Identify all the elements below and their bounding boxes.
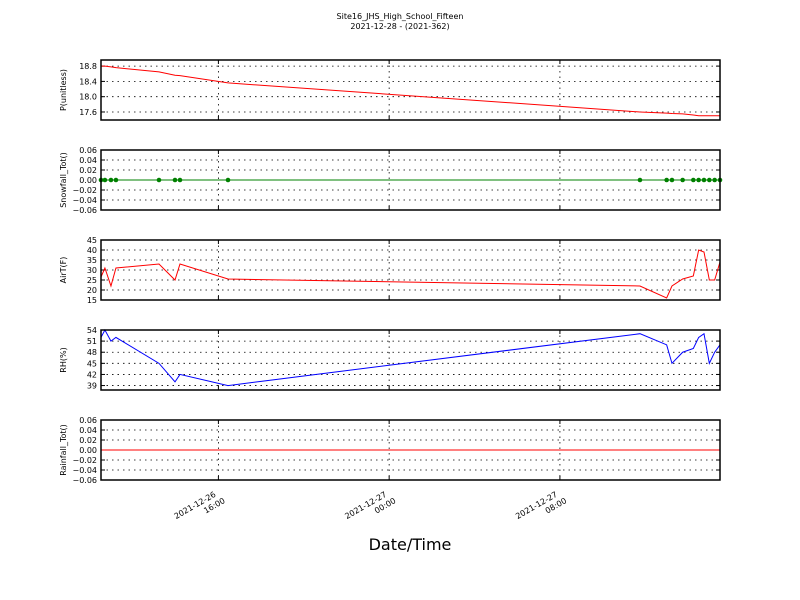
y-tick-label: 20 xyxy=(87,286,97,295)
marker xyxy=(108,177,114,183)
x-axis-label: Date/Time xyxy=(369,535,452,554)
y-tick-label: 48 xyxy=(87,348,97,357)
y-tick-label: 25 xyxy=(87,276,97,285)
y-tick-label: 39 xyxy=(87,382,97,391)
plot-frame xyxy=(100,59,721,121)
marker xyxy=(701,177,707,183)
marker xyxy=(113,177,119,183)
marker xyxy=(707,177,712,183)
y-tick-label: 0.02 xyxy=(79,436,97,445)
y-tick-label: 0.06 xyxy=(79,146,97,155)
y-tick-label: −0.06 xyxy=(72,206,97,215)
marker xyxy=(691,177,696,183)
marker xyxy=(637,177,643,183)
marker xyxy=(712,177,717,183)
y-tick-label: 0.00 xyxy=(79,176,97,185)
marker xyxy=(225,177,231,183)
y-axis-label: RH(%) xyxy=(59,347,68,372)
marker xyxy=(177,177,183,183)
y-tick-label: 30 xyxy=(87,266,97,275)
y-tick-label: 51 xyxy=(87,337,97,346)
y-tick-label: −0.04 xyxy=(72,196,97,205)
marker xyxy=(669,177,675,183)
y-tick-label: 0.06 xyxy=(79,416,97,425)
line xyxy=(101,65,720,117)
plot-frame xyxy=(100,149,721,211)
y-tick-label: 15 xyxy=(87,296,97,305)
plot-frame xyxy=(100,419,721,481)
y-axis-label: Rainfall_Tot() xyxy=(59,424,68,476)
line xyxy=(100,328,721,387)
plot-frame xyxy=(100,239,721,301)
y-tick-label: 0.02 xyxy=(79,166,97,175)
marker xyxy=(156,177,162,183)
y-tick-label: −0.06 xyxy=(72,476,97,485)
y-tick-label: 40 xyxy=(87,246,97,255)
y-tick-label: 18.0 xyxy=(79,93,97,102)
marker xyxy=(664,177,669,183)
y-tick-label: −0.04 xyxy=(72,466,97,475)
chart-title: Site16_JHS_High_School_Fifteen xyxy=(337,12,464,21)
y-tick-label: 42 xyxy=(87,370,97,379)
marker xyxy=(696,177,701,183)
y-axis-label: AirT(F) xyxy=(59,257,68,284)
marker xyxy=(172,177,178,183)
y-tick-label: 0.04 xyxy=(79,426,97,435)
chart-subtitle: 2021-12-28 - (2021-362) xyxy=(350,22,449,31)
y-tick-label: 35 xyxy=(87,256,97,265)
y-tick-label: 0.04 xyxy=(79,156,97,165)
y-axis-label: P(unitless) xyxy=(59,69,68,111)
y-tick-label: −0.02 xyxy=(72,456,97,465)
line xyxy=(100,249,721,299)
y-tick-label: 18.8 xyxy=(79,62,97,71)
y-tick-label: 45 xyxy=(87,236,97,245)
y-tick-label: 18.4 xyxy=(79,77,97,86)
marker xyxy=(680,177,685,183)
y-tick-label: −0.02 xyxy=(72,186,97,195)
y-axis-label: Snowfall_Tot() xyxy=(59,152,68,208)
y-tick-label: 54 xyxy=(87,326,97,335)
y-tick-label: 0.00 xyxy=(79,446,97,455)
plot-frame xyxy=(100,329,721,391)
y-tick-label: 17.6 xyxy=(79,108,97,117)
marker xyxy=(102,177,108,183)
y-tick-label: 45 xyxy=(87,359,97,368)
